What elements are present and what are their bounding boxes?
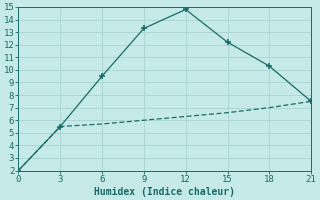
X-axis label: Humidex (Indice chaleur): Humidex (Indice chaleur) (94, 186, 235, 197)
